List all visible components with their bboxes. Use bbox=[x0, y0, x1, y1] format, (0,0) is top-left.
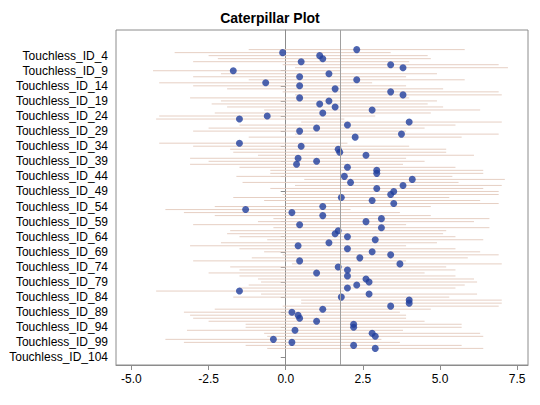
svg-text:Touchless_ID_14: Touchless_ID_14 bbox=[16, 79, 108, 93]
svg-text:Touchless_ID_64: Touchless_ID_64 bbox=[16, 230, 108, 244]
svg-text:-5.0: -5.0 bbox=[121, 372, 142, 386]
svg-text:Caterpillar Plot: Caterpillar Plot bbox=[220, 10, 320, 26]
svg-text:Touchless_ID_104: Touchless_ID_104 bbox=[9, 350, 108, 364]
svg-text:Touchless_ID_74: Touchless_ID_74 bbox=[16, 260, 108, 274]
svg-text:Touchless_ID_84: Touchless_ID_84 bbox=[16, 290, 108, 304]
svg-text:Touchless_ID_4: Touchless_ID_4 bbox=[23, 49, 109, 63]
svg-text:Touchless_ID_94: Touchless_ID_94 bbox=[16, 320, 108, 334]
svg-text:Touchless_ID_59: Touchless_ID_59 bbox=[16, 215, 108, 229]
svg-text:Touchless_ID_79: Touchless_ID_79 bbox=[16, 275, 108, 289]
svg-text:Touchless_ID_9: Touchless_ID_9 bbox=[23, 64, 109, 78]
svg-text:Touchless_ID_99: Touchless_ID_99 bbox=[16, 335, 108, 349]
svg-text:7.5: 7.5 bbox=[509, 372, 526, 386]
svg-text:2.5: 2.5 bbox=[355, 372, 372, 386]
svg-text:Touchless_ID_49: Touchless_ID_49 bbox=[16, 184, 108, 198]
svg-text:Touchless_ID_89: Touchless_ID_89 bbox=[16, 305, 108, 319]
svg-text:5.0: 5.0 bbox=[432, 372, 449, 386]
svg-text:0.0: 0.0 bbox=[277, 372, 294, 386]
svg-text:Touchless_ID_69: Touchless_ID_69 bbox=[16, 245, 108, 259]
svg-text:Touchless_ID_29: Touchless_ID_29 bbox=[16, 124, 108, 138]
svg-text:Touchless_ID_24: Touchless_ID_24 bbox=[16, 109, 108, 123]
svg-text:Touchless_ID_54: Touchless_ID_54 bbox=[16, 200, 108, 214]
svg-text:Touchless_ID_19: Touchless_ID_19 bbox=[16, 94, 108, 108]
svg-text:-2.5: -2.5 bbox=[198, 372, 219, 386]
svg-text:Touchless_ID_44: Touchless_ID_44 bbox=[16, 169, 108, 183]
svg-text:Touchless_ID_39: Touchless_ID_39 bbox=[16, 154, 108, 168]
svg-text:Touchless_ID_34: Touchless_ID_34 bbox=[16, 139, 108, 153]
